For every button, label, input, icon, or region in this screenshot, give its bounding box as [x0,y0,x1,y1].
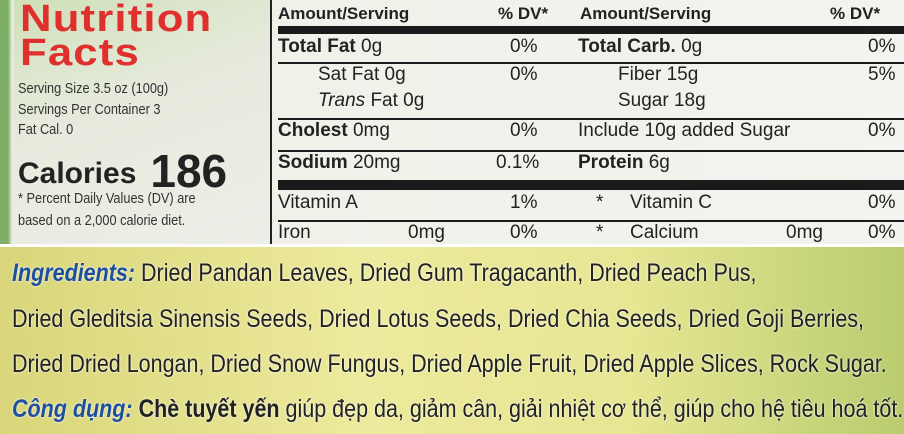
vitamin-dv: 0% [868,222,896,243]
nutrient-name: Sat Fat [318,64,380,85]
ingredients-panel: Ingredients: Dried Pandan Leaves, Dried … [0,244,904,434]
calories-label: Calories [18,157,137,190]
vitamin-dv: 1% [510,192,538,213]
nutrient-name: Fiber [618,64,662,85]
footnote-line1: * Percent Daily Values (DV) are [18,190,196,207]
vitamin-dv: 0% [868,192,896,213]
nutrient-table: Amount/Serving % DV* Amount/Serving % DV… [278,0,904,244]
nutrient-amount: 0mg [352,120,390,141]
nutrient-name: Cholest [278,120,348,141]
nutrient-amount: 15g [666,64,699,85]
nutrient-amount: 0g [681,36,703,57]
divider [278,118,904,120]
nutrient-name: Include 10g added Sugar [578,120,791,141]
ingredients-line: Dried Dried Longan, Dried Snow Fungus, D… [12,350,887,378]
header-amount: Amount/Serving [278,4,410,23]
servings-per-container: Servings Per Container 3 [18,101,161,118]
ingredients-line: Dried Gleditsia Sinensis Seeds, Dried Lo… [12,305,865,333]
product-name: Chè tuyết yến [138,395,280,423]
divider-thick [278,180,904,190]
nutrient-name: Protein [578,152,644,173]
header-dv: % DV* [498,4,549,23]
divider [278,150,904,152]
usage-label: Công dụng: [12,395,133,423]
header-dv: % DV* [830,4,881,23]
vitamin-name: Iron [278,222,311,243]
nutrient-name: Trans [318,90,366,111]
vitamin-amount: 0mg [786,222,823,243]
nutrient-name: Sodium [278,152,348,173]
nutrient-dv: 0% [510,120,538,141]
ingredients-line: Ingredients: Dried Pandan Leaves, Dried … [12,259,757,288]
divider [278,220,904,222]
header-amount: Amount/Serving [580,4,712,23]
divider-thick [278,26,904,34]
fat-calories: Fat Cal. 0 [18,121,74,138]
title-facts: Facts [20,32,140,74]
nutrient-dv: 5% [868,64,896,85]
vitamin-amount: 0mg [408,222,445,243]
ingredients-label: Ingredients: [12,259,136,287]
vitamin-dv: 0% [510,222,538,243]
nutrition-panel: Nutrition Facts Serving Size 3.5 oz (100… [0,0,904,244]
nutrient-amount: 18g [673,90,706,111]
nutrient-dv: 0.1% [496,152,540,173]
nutrient-dv: 0% [868,120,896,141]
calories: Calories 186 [18,140,228,197]
separator: * [596,222,604,243]
usage-text: giúp đẹp da, giảm cân, giải nhiệt cơ thể… [285,395,904,423]
nutrient-name: Sugar [618,90,669,111]
nutrient-amount: 0g [361,36,383,57]
title-nutrition: Nutrition [20,0,213,40]
ingredients-text: Dried Pandan Leaves, Dried Gum Tragacant… [141,259,757,287]
vitamin-name: Vitamin A [278,192,358,213]
nutrient-amount: 0g [384,64,406,85]
nutrient-name: Total Fat [278,36,356,57]
divider [278,62,904,64]
vitamin-name: Calcium [630,222,699,243]
nutrient-dv: 0% [510,36,538,57]
nutrient-amount: 6g [648,152,670,173]
footnote-line2: based on a 2,000 calorie diet. [18,212,186,229]
nutrient-amount: 20mg [352,152,401,173]
vitamin-name: Vitamin C [630,192,713,213]
separator: * [596,192,604,213]
nutrient-dv: 0% [868,36,896,57]
usage-line: Công dụng: Chè tuyết yến giúp đẹp da, gi… [12,395,903,424]
nutrient-amount: Fat 0g [370,90,425,111]
nutrition-summary: Nutrition Facts Serving Size 3.5 oz (100… [14,0,272,244]
nutrient-dv: 0% [510,64,538,85]
serving-size: Serving Size 3.5 oz (100g) [18,80,169,97]
nutrient-name: Total Carb. [578,36,676,57]
calories-value: 186 [150,145,228,197]
